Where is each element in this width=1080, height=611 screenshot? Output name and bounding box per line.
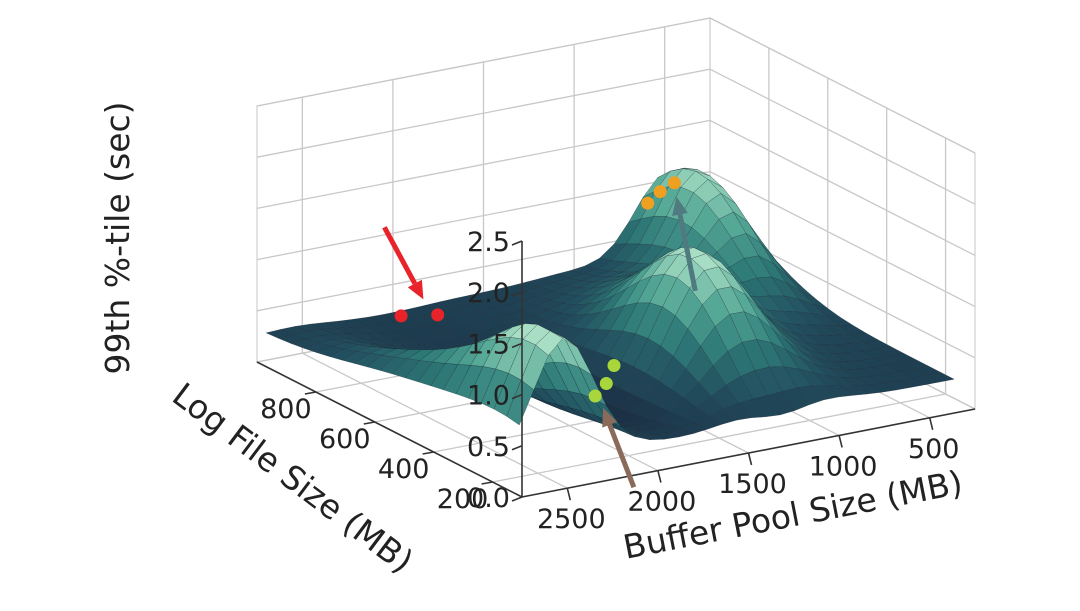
gridline-z-side — [709, 68, 976, 205]
y-tick-mark — [304, 391, 317, 395]
point-orange — [641, 196, 655, 210]
gridline-z-back — [256, 17, 711, 107]
y-tick-mark — [422, 451, 434, 455]
x-tick-mark — [566, 488, 572, 501]
orange-arrow — [672, 196, 698, 292]
point-green — [588, 389, 602, 403]
surface-patch — [506, 379, 535, 426]
point-green — [599, 377, 613, 390]
point-green — [607, 359, 621, 372]
point-red — [394, 309, 408, 323]
z-tick-label: 0.5 — [467, 432, 510, 463]
y-tick-mark — [363, 421, 375, 425]
x-tick-mark — [657, 470, 662, 483]
z-tick-mark — [511, 291, 523, 297]
gridline-z-back — [256, 119, 711, 210]
gridline-z-back — [256, 68, 711, 158]
y-tick-label: 200 — [437, 484, 489, 515]
red-arrow — [382, 226, 424, 300]
green-arrow — [602, 407, 637, 489]
surface-mesh — [265, 167, 955, 440]
point-orange — [653, 185, 667, 199]
gridline-z-side — [709, 119, 976, 256]
gridline-x-floor — [302, 352, 568, 489]
point-orange — [667, 176, 681, 190]
x-tick-label: 1000 — [809, 451, 878, 482]
x-tick-label: 2000 — [628, 487, 697, 518]
z-tick-label: 0.0 — [467, 483, 510, 514]
z-tick-mark — [511, 393, 523, 400]
z-tick-mark — [511, 240, 523, 246]
y-tick-label: 800 — [260, 394, 312, 425]
z-tick-label: 2.0 — [467, 278, 510, 309]
y-tick-label: 400 — [378, 454, 430, 485]
z-axis-label: 99th %-tile (sec) — [98, 101, 137, 374]
x-tick-label: 500 — [908, 434, 960, 465]
gridline-z-side — [709, 171, 976, 308]
point-red — [431, 308, 445, 322]
x-tick-label: 2500 — [537, 504, 606, 535]
z-tick-mark — [511, 445, 523, 451]
x-tick-mark — [838, 435, 843, 448]
z-tick-mark — [511, 496, 523, 502]
y-tick-mark — [481, 481, 493, 485]
y-tick-label: 600 — [319, 424, 371, 455]
y-axis-line — [256, 361, 523, 498]
z-tick-label: 1.5 — [467, 329, 510, 360]
x-tick-mark — [747, 452, 753, 466]
z-tick-label: 2.5 — [467, 227, 510, 258]
marks — [382, 176, 698, 489]
gridline-z-side — [709, 17, 976, 154]
gridline-y-floor — [492, 393, 946, 483]
z-tick-mark — [511, 342, 523, 349]
x-tick-mark — [928, 417, 934, 430]
gridline-z-back — [256, 170, 711, 261]
x-tick-label: 1500 — [718, 469, 787, 500]
z-tick-label: 1.0 — [467, 381, 510, 412]
